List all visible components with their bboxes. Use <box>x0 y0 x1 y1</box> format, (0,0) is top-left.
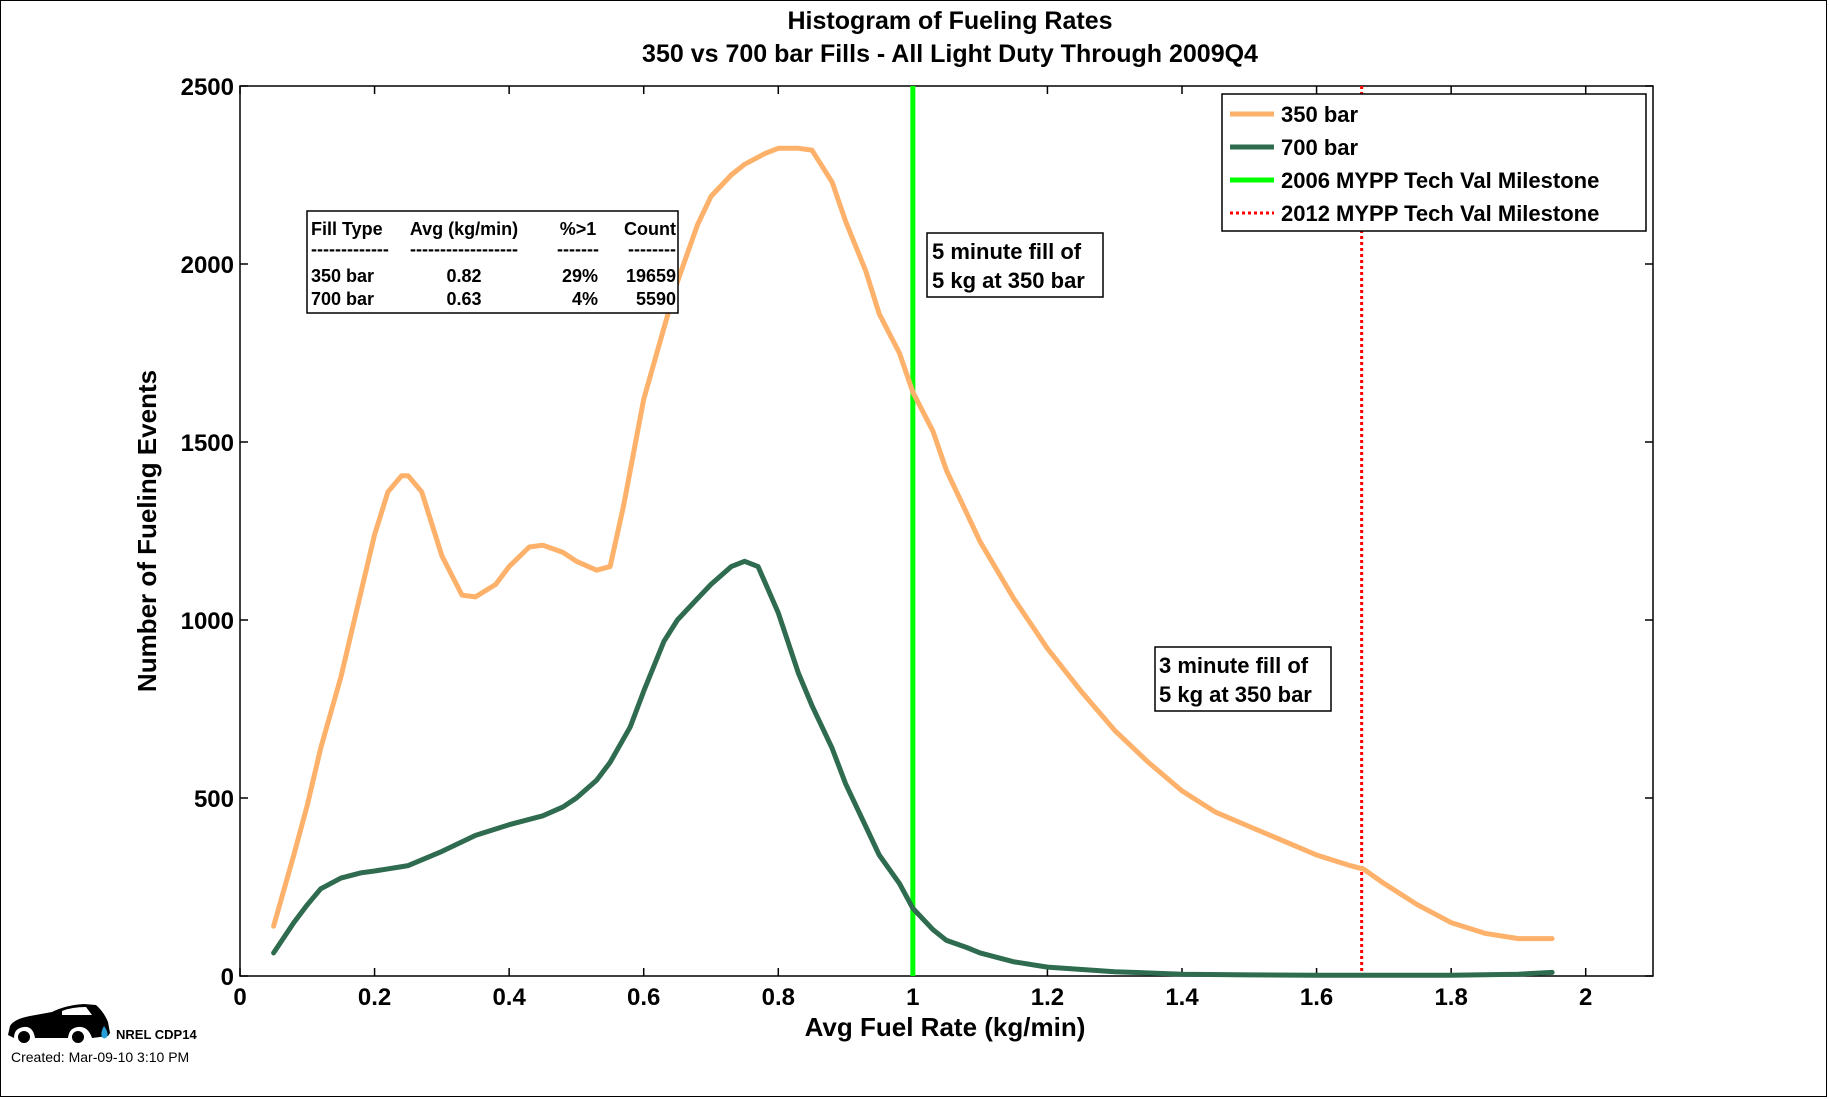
table-header-cell: %>1 <box>560 219 597 239</box>
legend-label: 350 bar <box>1281 102 1358 127</box>
table-cell: 700 bar <box>311 289 374 309</box>
tick-labels: 0 0.2 0.4 0.6 0.8 1 1.2 1.4 1.6 1.8 2 0 500 1000 1500 2… <box>181 74 1593 1011</box>
annotation-3min-box <box>1154 646 1332 712</box>
series-lines <box>271 145 1555 978</box>
x-tick-label: 1.4 <box>1165 984 1199 1011</box>
table-divider: ------------------ <box>410 239 518 259</box>
annotation-3min-line2: 5 kg at 350 bar <box>1159 682 1312 707</box>
legend: 350 bar 700 bar 2006 MYPP Tech Val Milesto… <box>1221 93 1647 232</box>
car-icon <box>8 1004 110 1045</box>
table-divider: ------------- <box>311 239 389 259</box>
series-line-350-bar <box>271 145 1555 942</box>
legend-items: 350 bar 700 bar 2006 MYPP Tech Val Milesto… <box>1230 102 1599 226</box>
x-tick-label: 2 <box>1579 984 1592 1011</box>
legend-label: 2006 MYPP Tech Val Milestone <box>1281 168 1599 193</box>
annotation-3min: 3 minute fill of 5 kg at 350 bar <box>1154 646 1332 712</box>
table-cell: 5590 <box>636 289 676 309</box>
annotation-3min-line1: 3 minute fill of <box>1159 653 1309 678</box>
stats-table: Fill Type Avg (kg/min) %>1 Count-----------… <box>306 210 679 314</box>
x-tick-label: 0.8 <box>762 984 795 1011</box>
legend-label: 700 bar <box>1281 135 1358 160</box>
table-cell: 0.63 <box>446 289 481 309</box>
legend-label: 2012 MYPP Tech Val Milestone <box>1281 201 1599 226</box>
x-tick-label: 0.6 <box>627 984 660 1011</box>
y-tick-label: 1000 <box>181 608 234 635</box>
x-tick-label: 0.2 <box>358 984 391 1011</box>
y-tick-label: 0 <box>221 964 234 991</box>
nrel-logo: NREL CDP14 <box>8 1004 197 1045</box>
table-cell: 4% <box>572 289 598 309</box>
plot-area <box>239 85 1654 977</box>
water-drop-icon <box>101 1026 108 1039</box>
x-tick-label: 1.8 <box>1434 984 1467 1011</box>
table-cell: 19659 <box>626 266 676 286</box>
chart-title: Histogram of Fueling Rates <box>787 7 1112 35</box>
x-tick-label: 1.2 <box>1031 984 1064 1011</box>
y-axis-label: Number of Fueling Events <box>132 370 162 692</box>
created-timestamp: Created: Mar-09-10 3:10 PM <box>11 1049 189 1065</box>
stats-table-box <box>306 210 679 314</box>
annotation-5min-line1: 5 minute fill of <box>932 239 1082 264</box>
x-tick-label: 1 <box>906 984 919 1011</box>
series-line-700-bar <box>271 558 1555 978</box>
table-header-cell: Avg (kg/min) <box>410 219 518 239</box>
table-divider: ------- <box>557 239 599 259</box>
reference-lines <box>910 86 1364 976</box>
legend-box <box>1221 93 1647 232</box>
x-axis-label: Avg Fuel Rate (kg/min) <box>805 1012 1086 1042</box>
y-tick-label: 500 <box>194 786 234 813</box>
annotation-5min: 5 minute fill of 5 kg at 350 bar <box>926 232 1104 298</box>
y-tick-label: 2000 <box>181 252 234 279</box>
table-cell: 0.82 <box>446 266 481 286</box>
y-tick-label: 1500 <box>181 430 234 457</box>
x-tick-label: 0.4 <box>492 984 526 1011</box>
table-cell: 350 bar <box>311 266 374 286</box>
stats-table-cells: Fill Type Avg (kg/min) %>1 Count-----------… <box>311 219 676 309</box>
x-tick-label: 1.6 <box>1300 984 1333 1011</box>
table-header-cell: Fill Type <box>311 219 383 239</box>
annotation-5min-line2: 5 kg at 350 bar <box>932 268 1085 293</box>
chart-subtitle: 350 vs 700 bar Fills - All Light Duty Th… <box>642 40 1258 68</box>
x-tick-label: 0 <box>233 984 246 1011</box>
annotation-5min-box <box>926 232 1104 298</box>
table-divider: -------- <box>628 239 676 259</box>
table-cell: 29% <box>562 266 598 286</box>
logo-label: NREL CDP14 <box>116 1027 197 1042</box>
table-header-cell: Count <box>624 219 676 239</box>
y-tick-label: 2500 <box>181 74 234 101</box>
